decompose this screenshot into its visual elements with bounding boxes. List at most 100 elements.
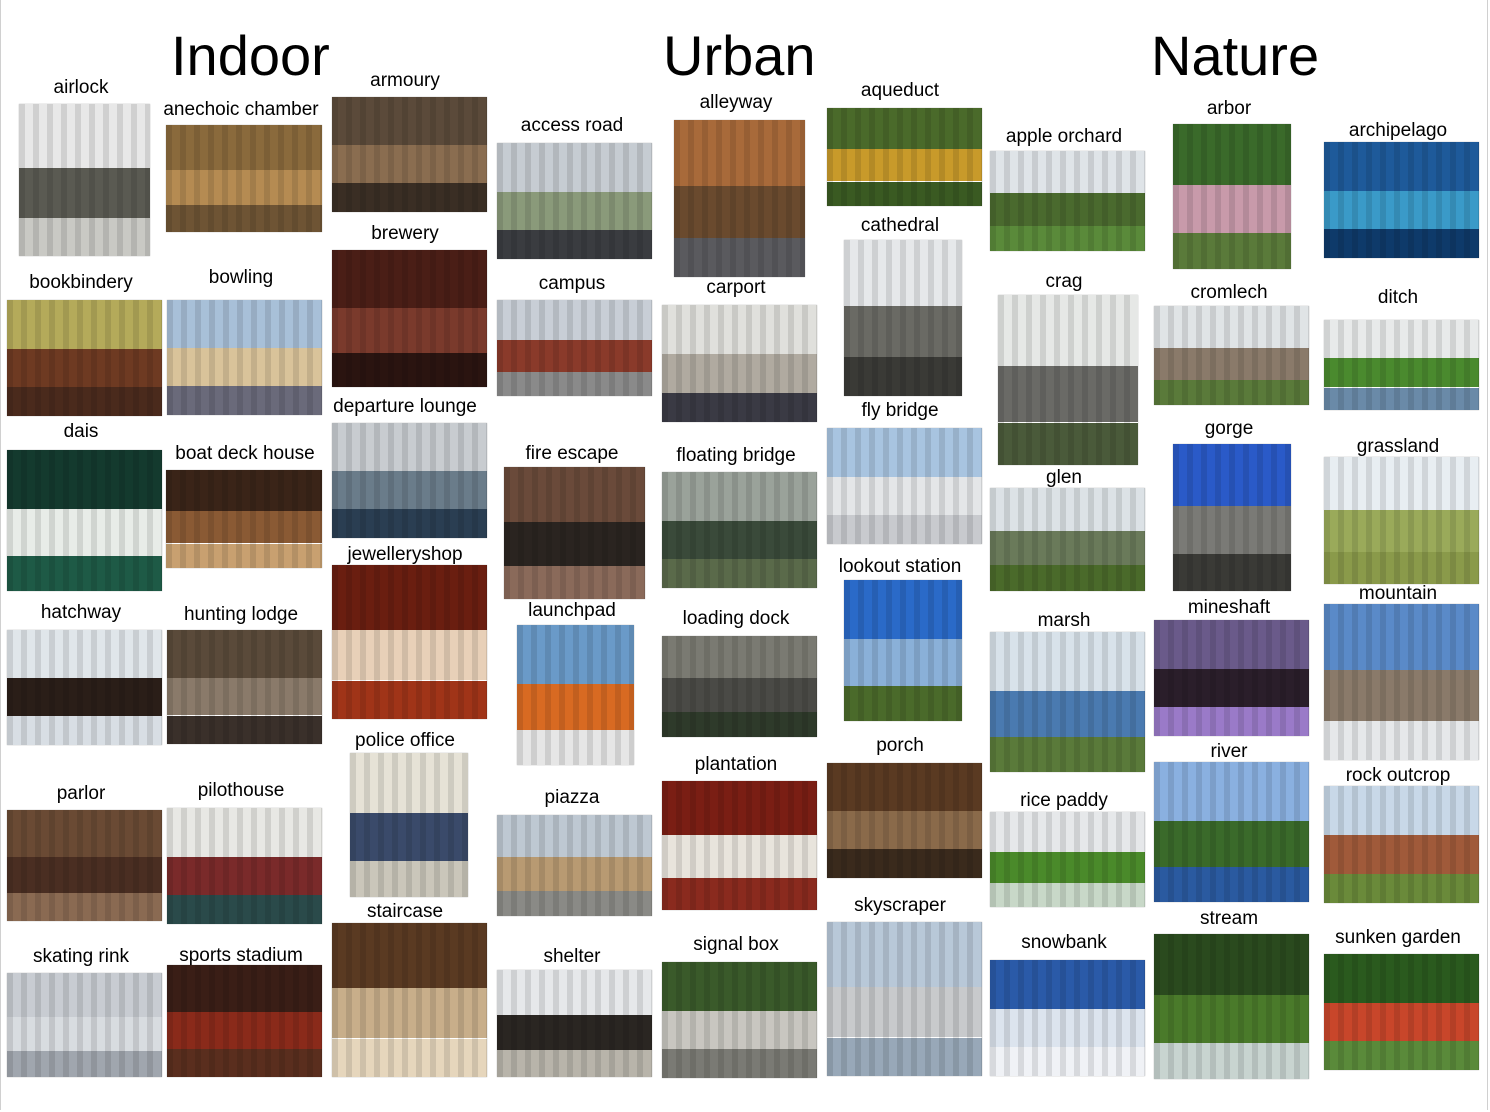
scene-photo-floating-bridge	[662, 472, 817, 588]
scene-photo-campus	[497, 300, 652, 396]
scene-photo-river	[1154, 762, 1309, 902]
scene-photo-rock-outcrop	[1324, 786, 1479, 903]
scene-photo-dais	[7, 450, 162, 591]
scene-photo-police-office	[350, 753, 468, 897]
scene-photo-hatchway	[7, 630, 162, 745]
category-label-aqueduct: aqueduct	[860, 80, 940, 101]
scene-photo-snowbank	[990, 960, 1145, 1076]
scene-photo-anechoic-chamber	[166, 125, 322, 232]
scene-photo-plantation	[662, 781, 817, 910]
category-label-staircase: staircase	[366, 901, 444, 922]
category-label-porch: porch	[876, 735, 924, 756]
category-label-bookbindery: bookbindery	[29, 272, 133, 293]
category-label-anechoic-chamber: anechoic chamber	[163, 99, 319, 120]
category-label-floating-bridge: floating bridge	[676, 445, 796, 466]
scene-photo-staircase	[332, 923, 487, 1077]
category-label-mineshaft: mineshaft	[1187, 597, 1271, 618]
category-label-rock-outcrop: rock outcrop	[1345, 765, 1451, 786]
scene-photo-airlock	[19, 104, 150, 256]
scene-photo-marsh	[990, 632, 1145, 772]
scene-photo-pilothouse	[167, 808, 322, 924]
category-label-dais: dais	[63, 421, 99, 442]
category-label-departure-lounge: departure lounge	[333, 396, 477, 417]
scene-photo-skyscraper	[827, 922, 982, 1076]
category-label-grassland: grassland	[1356, 436, 1440, 457]
category-label-plantation: plantation	[694, 754, 778, 775]
scene-photo-sports-stadium	[167, 965, 322, 1077]
category-label-piazza: piazza	[544, 787, 600, 808]
category-label-skyscraper: skyscraper	[854, 895, 946, 916]
category-label-gorge: gorge	[1204, 418, 1254, 439]
scene-photo-shelter	[497, 970, 652, 1077]
scene-photo-porch	[827, 763, 982, 878]
category-label-alleyway: alleyway	[699, 92, 773, 113]
scene-photo-bowling	[167, 300, 322, 415]
heading-nature: Nature	[1151, 24, 1320, 87]
scene-photo-cathedral	[844, 240, 962, 396]
scene-photo-signal-box	[662, 962, 817, 1078]
scene-photo-armoury	[332, 97, 487, 212]
scene-photo-launchpad	[517, 625, 634, 765]
category-label-fire-escape: fire escape	[525, 443, 619, 464]
category-label-arbor: arbor	[1206, 98, 1252, 119]
scene-photo-carport	[662, 305, 817, 422]
scene-photo-rice-paddy	[990, 812, 1145, 907]
category-label-archipelago: archipelago	[1348, 120, 1448, 141]
category-label-apple-orchard: apple orchard	[1005, 126, 1123, 147]
scene-photo-apple-orchard	[990, 151, 1145, 251]
category-label-parlor: parlor	[56, 783, 106, 804]
scene-photo-grassland	[1324, 457, 1479, 584]
category-label-lookout-station: lookout station	[838, 556, 962, 577]
category-label-river: river	[1210, 741, 1248, 762]
category-label-police-office: police office	[355, 730, 455, 751]
scene-photo-sunken-garden	[1324, 954, 1479, 1070]
scene-photo-boat-deck-house	[166, 470, 322, 568]
scene-photo-loading-dock	[662, 636, 817, 737]
category-label-access-road: access road	[520, 115, 624, 136]
scene-photo-bookbindery	[7, 300, 162, 416]
scene-photo-fly-bridge	[827, 428, 982, 544]
category-label-pilothouse: pilothouse	[197, 780, 285, 801]
scene-photo-cromlech	[1154, 306, 1309, 405]
category-label-carport: carport	[706, 277, 766, 298]
scene-photo-hunting-lodge	[167, 630, 322, 744]
scene-photo-arbor	[1173, 124, 1291, 269]
heading-urban: Urban	[663, 24, 816, 87]
scene-photo-ditch	[1324, 320, 1479, 410]
category-label-skating-rink: skating rink	[32, 946, 130, 967]
category-label-glen: glen	[1046, 467, 1082, 488]
category-label-mountain: mountain	[1358, 583, 1438, 604]
category-label-cathedral: cathedral	[860, 215, 940, 236]
category-label-sports-stadium: sports stadium	[179, 945, 303, 966]
category-label-airlock: airlock	[53, 77, 109, 98]
category-label-loading-dock: loading dock	[682, 608, 790, 629]
scene-photo-piazza	[497, 815, 652, 916]
category-label-cromlech: cromlech	[1190, 282, 1268, 303]
scene-photo-mountain	[1324, 604, 1479, 760]
category-label-boat-deck-house: boat deck house	[175, 443, 315, 464]
scene-photo-aqueduct	[827, 108, 982, 206]
scene-photo-archipelago	[1324, 142, 1479, 258]
category-label-hatchway: hatchway	[40, 602, 122, 623]
category-label-signal-box: signal box	[693, 934, 779, 955]
category-label-bowling: bowling	[208, 267, 274, 288]
scene-photo-lookout-station	[844, 580, 962, 721]
category-label-fly-bridge: fly bridge	[861, 400, 939, 421]
scene-photo-stream	[1154, 934, 1309, 1079]
category-label-crag: crag	[1045, 271, 1083, 292]
category-label-shelter: shelter	[543, 946, 601, 967]
scene-photo-skating-rink	[7, 973, 162, 1077]
category-label-jewelleryshop: jewelleryshop	[347, 544, 463, 565]
scene-photo-glen	[990, 488, 1145, 591]
scene-photo-access-road	[497, 143, 652, 259]
scene-photo-brewery	[332, 250, 487, 387]
category-label-marsh: marsh	[1037, 610, 1091, 631]
scene-photo-crag	[998, 295, 1138, 465]
scene-photo-parlor	[7, 810, 162, 921]
category-label-ditch: ditch	[1377, 287, 1419, 308]
category-label-stream: stream	[1199, 908, 1259, 929]
category-label-rice-paddy: rice paddy	[1020, 790, 1108, 811]
category-label-hunting-lodge: hunting lodge	[183, 604, 299, 625]
scene-photo-departure-lounge	[332, 423, 487, 538]
